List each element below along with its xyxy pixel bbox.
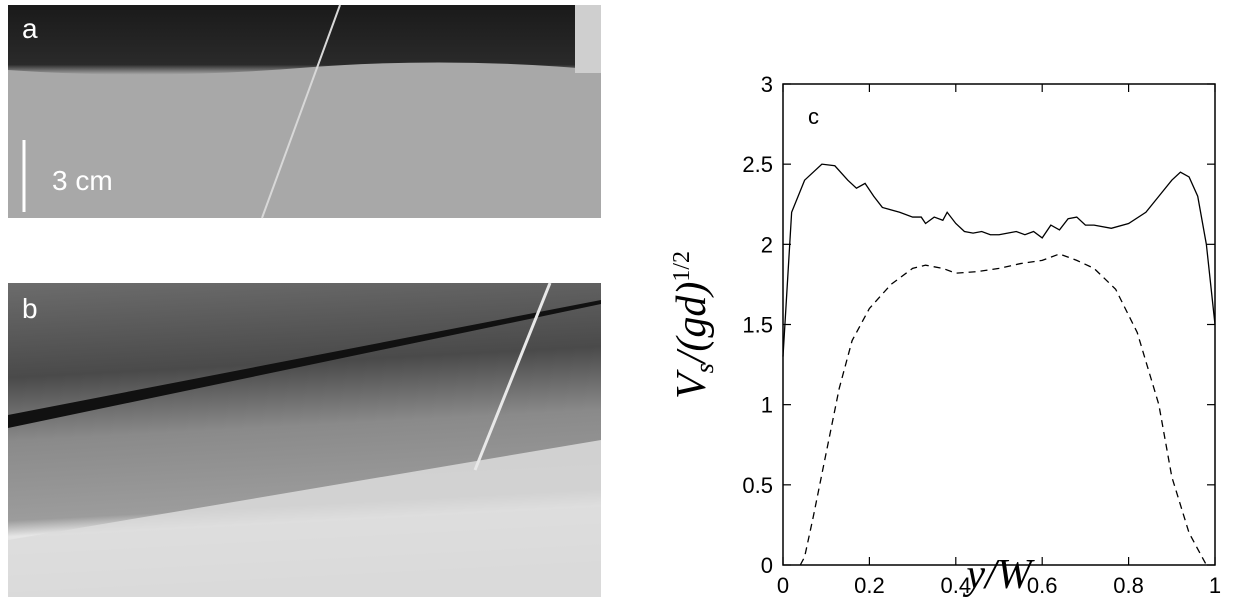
wall-edge	[8, 300, 601, 428]
photo-a: a 3 cm	[8, 4, 601, 219]
panel-label: a	[22, 13, 38, 44]
y-tick-label: 0	[761, 553, 773, 578]
x-tick-label: 0.6	[1027, 573, 1058, 597]
y-tick-label: 1.5	[742, 313, 773, 338]
x-tick-label: 0.4	[941, 573, 972, 597]
y-tick-label: 3	[761, 72, 773, 97]
y-tick-label: 2.5	[742, 152, 773, 177]
x-tick-label: 0	[777, 573, 789, 597]
y-axis-label-part: V	[669, 369, 715, 399]
photo-b: b	[8, 282, 601, 597]
panel-label: b	[22, 293, 38, 324]
y-tick-label: 1	[761, 393, 773, 418]
data-line	[782, 163, 1216, 357]
x-tick-label: 0.8	[1113, 573, 1144, 597]
wire	[261, 4, 341, 219]
scale-label: 3 cm	[52, 165, 113, 196]
photo-edge	[575, 5, 601, 73]
data-line	[799, 253, 1207, 566]
y-axis-label-part: s	[690, 363, 719, 373]
y-tick-label: 0.5	[742, 473, 773, 498]
bed	[8, 440, 601, 597]
wire	[473, 282, 552, 471]
y-axis-label-part: 1/2	[669, 251, 695, 282]
plot-frame	[782, 83, 1216, 566]
x-tick-label: 1	[1209, 573, 1221, 597]
y-axis-label-part: /(gd)	[669, 282, 715, 366]
x-axis-label: y/W	[962, 552, 1035, 597]
sand-surface	[8, 62, 601, 218]
y-tick-label: 2	[761, 232, 773, 257]
y-axis-label: Vs/(gd)1/2	[669, 251, 719, 399]
x-tick-label: 0.2	[854, 573, 885, 597]
panel-label: c	[808, 104, 819, 129]
